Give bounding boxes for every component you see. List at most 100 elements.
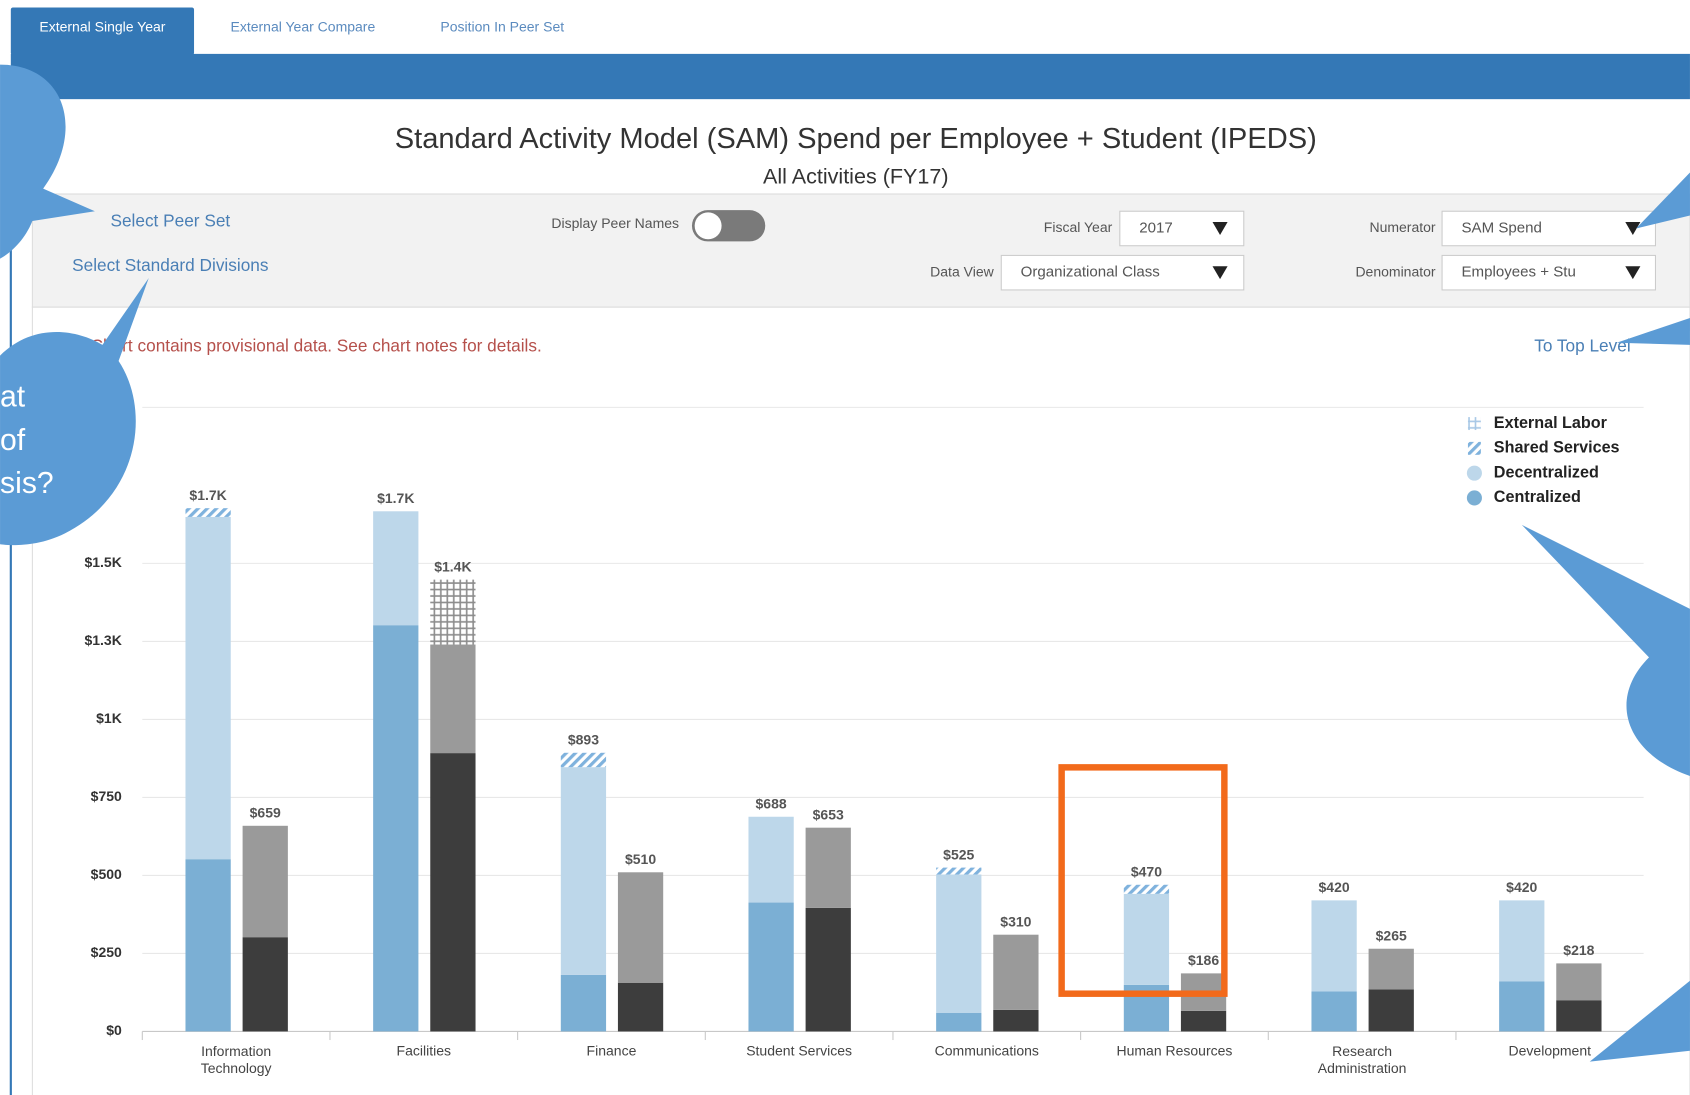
x-tick-label: Development (1509, 1043, 1592, 1059)
toggle-label: Display Peer Names (551, 215, 679, 231)
bar-segment (185, 516, 231, 860)
bar-segment (560, 752, 607, 768)
callout-text: at (0, 381, 26, 414)
numerator-label: Numerator (1369, 219, 1435, 235)
bar-segment (1499, 981, 1545, 1032)
bar-segment (936, 874, 982, 1014)
bar-segment (185, 859, 231, 1032)
y-tick-label: $250 (91, 944, 122, 960)
bar-total-label: $525 (943, 846, 974, 862)
bar-total-label: $688 (756, 796, 787, 812)
bar-segment (373, 625, 419, 1032)
bar-total-label: $420 (1319, 879, 1350, 895)
to-top-level[interactable]: To Top Level (1534, 336, 1630, 356)
active-tab[interactable] (10, 7, 195, 55)
bar-segment (242, 825, 288, 938)
bar-total-label: $510 (625, 851, 656, 867)
dropdown-arrow (1212, 222, 1228, 235)
bar-segment (617, 982, 664, 1032)
data-view-dropdown[interactable] (1000, 254, 1245, 291)
header-bar (10, 53, 1690, 100)
bar-segment (936, 1013, 982, 1032)
y-tick-label: $1.3K (84, 632, 121, 648)
select-peer-set[interactable]: Select Peer Set (110, 211, 230, 231)
x-tick-label: Finance (587, 1043, 637, 1059)
x-tick-label: Information Technology (201, 1043, 272, 1076)
bar-segment (1311, 900, 1357, 992)
legend-swatch (1467, 417, 1481, 431)
callout-bubble (1589, 980, 1690, 1062)
bar-total-label: $265 (1376, 928, 1407, 944)
bar-total-label: $470 (1131, 864, 1162, 880)
numerator-dropdown[interactable] (1441, 210, 1657, 247)
provisional-notice: Chart contains provisional data. See cha… (91, 336, 542, 356)
legend-swatch (1466, 465, 1482, 481)
y-tick-label: $0 (106, 1022, 122, 1038)
callout-bubble (1636, 172, 1690, 229)
bar-segment (993, 934, 1039, 1010)
callout-text: of (0, 424, 26, 457)
bar-segment (560, 974, 607, 1032)
denominator-dropdown[interactable] (1441, 254, 1657, 291)
data-view-label: Data View (930, 263, 994, 279)
bar-segment (1123, 893, 1170, 985)
legend-swatch (1466, 490, 1482, 506)
y-tick-label: $1.5K (84, 554, 121, 570)
bar-total-label: $1.4K (434, 558, 471, 574)
bar-segment (185, 508, 231, 517)
bar-segment (1123, 884, 1170, 894)
bar-segment (936, 867, 982, 875)
dropdown-value: Organizational Class (1021, 264, 1160, 281)
dropdown-arrow (1212, 266, 1228, 280)
callout-bubble (1521, 524, 1690, 776)
select-divisions[interactable]: Select Standard Divisions (72, 255, 268, 275)
bar-segment (1368, 948, 1414, 990)
x-tick-label-line: Administration (1318, 1060, 1407, 1076)
bar-total-label: $420 (1506, 879, 1537, 895)
dropdown-arrow (1625, 222, 1641, 235)
bar-segment (1499, 900, 1545, 982)
toggle-knob (694, 212, 722, 240)
tab[interactable]: External Single Year (39, 19, 165, 35)
dropdown-value: 2017 (1139, 219, 1173, 236)
legend-swatch (1467, 441, 1481, 455)
bar-segment (748, 902, 794, 1032)
bar-segment (1556, 963, 1602, 1001)
bar-segment (805, 827, 851, 908)
bar-total-label: $659 (250, 805, 281, 821)
bar-segment (560, 767, 607, 975)
tab[interactable]: External Year Compare (231, 19, 376, 35)
callout-bubble (0, 64, 95, 259)
bar-segment (1368, 989, 1414, 1032)
callout-bubble (0, 278, 149, 546)
bar-segment (430, 753, 476, 1032)
bar-segment (373, 511, 419, 626)
x-tick-label: Research Administration (1318, 1043, 1407, 1076)
bar-segment (242, 937, 288, 1032)
dropdown-arrow (1625, 266, 1641, 280)
highlight-box (1058, 764, 1228, 997)
y-tick-label: $750 (91, 788, 122, 804)
bar-segment (993, 1009, 1039, 1032)
x-tick-label: Facilities (397, 1043, 451, 1059)
x-tick-label: Human Resources (1116, 1043, 1232, 1059)
bar-total-label: $1.7K (189, 487, 226, 503)
x-tick-label-line: Information (201, 1043, 271, 1059)
bar-segment (1556, 1000, 1602, 1032)
denominator-label: Denominator (1355, 263, 1435, 279)
chart: $0 $250 $500 $750 $1K $1.3K $1.5K $1.7K $659 Info… (84, 406, 1645, 1076)
y-tick-label: $500 (91, 866, 122, 882)
dropdown-value: Employees + Stu (1461, 264, 1575, 281)
legend-label: External Labor (1494, 414, 1608, 432)
dropdown-value: SAM Spend (1461, 219, 1541, 236)
x-tick-label: Communications (935, 1043, 1039, 1059)
y-tick-label: $1K (96, 710, 122, 726)
x-tick-label: Student Services (746, 1043, 852, 1059)
legend-label: Shared Services (1494, 439, 1620, 457)
callout-bubble (1616, 317, 1690, 345)
tab[interactable]: Position In Peer Set (440, 19, 564, 35)
bar-segment (805, 907, 851, 1032)
page-subtitle: All Activities (FY17) (763, 164, 949, 189)
x-tick-label-line: Technology (201, 1060, 272, 1076)
